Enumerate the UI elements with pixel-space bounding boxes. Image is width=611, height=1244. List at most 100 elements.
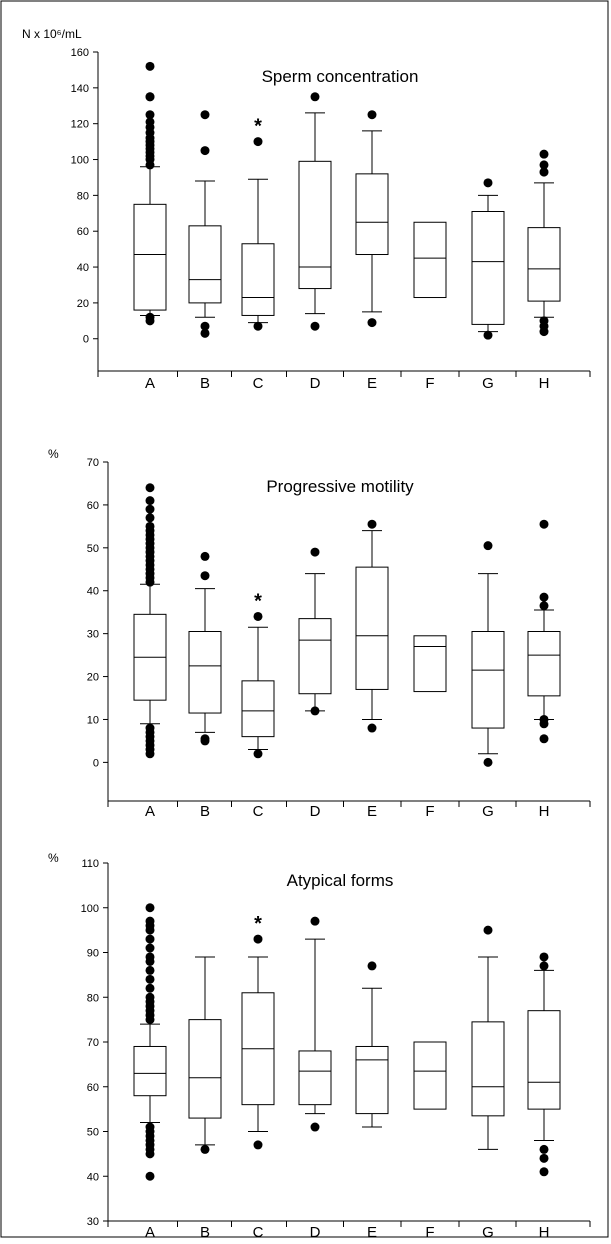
outlier-point (539, 961, 549, 971)
iqr-box (298, 1050, 332, 1106)
category-label: G (482, 1224, 494, 1239)
category-label: G (482, 375, 494, 392)
iqr-box (471, 631, 505, 729)
category-label: H (539, 1224, 550, 1239)
y-axis-unit: % (48, 851, 59, 865)
outlier-point (539, 1153, 549, 1163)
iqr-box (133, 1045, 167, 1097)
y-tick-label: 70 (87, 1037, 99, 1049)
outlier-point (253, 321, 263, 331)
iqr-box (133, 203, 167, 311)
box-D (298, 916, 332, 1132)
box-B (188, 110, 222, 338)
panel-title: Progressive motility (266, 477, 414, 496)
outlier-point (145, 110, 155, 120)
significance-marker: * (254, 590, 262, 612)
iqr-box (471, 1021, 505, 1117)
iqr-box (241, 680, 275, 738)
y-tick-label: 10 (87, 714, 99, 726)
outlier-point (200, 734, 210, 744)
outlier-point (145, 1171, 155, 1181)
box-E (355, 519, 389, 733)
box-E (355, 961, 389, 1128)
outlier-point (145, 974, 155, 984)
outlier-point (145, 61, 155, 71)
outlier-point (145, 92, 155, 102)
category-label: E (367, 1224, 377, 1239)
box-F (413, 221, 447, 299)
y-tick-label: 50 (87, 1127, 99, 1139)
outlier-point (253, 934, 263, 944)
iqr-box (413, 635, 447, 693)
outlier-point (145, 1122, 155, 1132)
outlier-point (483, 925, 493, 935)
outlier-point (539, 1167, 549, 1177)
panel-title: Atypical forms (287, 871, 394, 890)
iqr-box (241, 243, 275, 316)
category-label: B (200, 1224, 210, 1239)
panel-3: 30 40 50 60 70 80 90 100 110% Atypical forms A B * C D… (48, 851, 591, 1241)
iqr-box (527, 1010, 561, 1110)
iqr-box (298, 618, 332, 695)
y-tick-label: 30 (87, 1216, 99, 1228)
y-tick-label: 40 (77, 262, 89, 274)
outlier-point (200, 551, 210, 561)
outlier-point (310, 706, 320, 716)
category-label: E (367, 803, 377, 820)
category-label: E (367, 375, 377, 392)
outlier-point (483, 330, 493, 340)
outlier-point (145, 943, 155, 953)
y-tick-label: 60 (77, 226, 89, 238)
outlier-point (145, 504, 155, 514)
outlier-point (145, 952, 155, 962)
iqr-box (527, 631, 561, 697)
y-tick-label: 50 (87, 543, 99, 555)
y-tick-label: 100 (71, 155, 89, 167)
outlier-point (145, 513, 155, 523)
outlier-point (310, 92, 320, 102)
outlier-point (145, 483, 155, 493)
outlier-point (200, 571, 210, 581)
box-D (298, 92, 332, 331)
box-H (527, 952, 561, 1177)
outlier-point (200, 1144, 210, 1154)
category-label: D (310, 375, 321, 392)
outlier-point (145, 521, 155, 531)
box-A (133, 61, 167, 326)
y-tick-label: 40 (87, 586, 99, 598)
box-H (527, 519, 561, 744)
outlier-point (145, 992, 155, 1002)
box-C: * (241, 116, 275, 331)
y-tick-label: 100 (81, 903, 99, 915)
y-axis-unit: N x 10⁶/mL (22, 27, 82, 41)
y-axis-unit: % (48, 447, 59, 461)
iqr-box (188, 225, 222, 304)
box-B (188, 956, 222, 1154)
box-E (355, 110, 389, 328)
category-label: C (253, 803, 264, 820)
outlier-point (367, 110, 377, 120)
outlier-point (483, 178, 493, 188)
iqr-box (527, 227, 561, 302)
outlier-point (145, 723, 155, 733)
iqr-box (355, 173, 389, 256)
y-tick-label: 120 (71, 119, 89, 131)
outlier-point (539, 167, 549, 177)
outlier-point (539, 519, 549, 529)
box-H (527, 149, 561, 337)
iqr-box (413, 1041, 447, 1110)
outlier-point (539, 316, 549, 326)
y-tick-label: 160 (71, 47, 89, 59)
outlier-point (200, 328, 210, 338)
outlier-point (539, 952, 549, 962)
outlier-point (367, 519, 377, 529)
category-label: F (425, 1224, 434, 1239)
y-tick-label: 40 (87, 1171, 99, 1183)
outlier-point (145, 934, 155, 944)
box-D (298, 547, 332, 716)
iqr-box (188, 631, 222, 714)
box-A (133, 483, 167, 759)
y-tick-label: 20 (77, 298, 89, 310)
